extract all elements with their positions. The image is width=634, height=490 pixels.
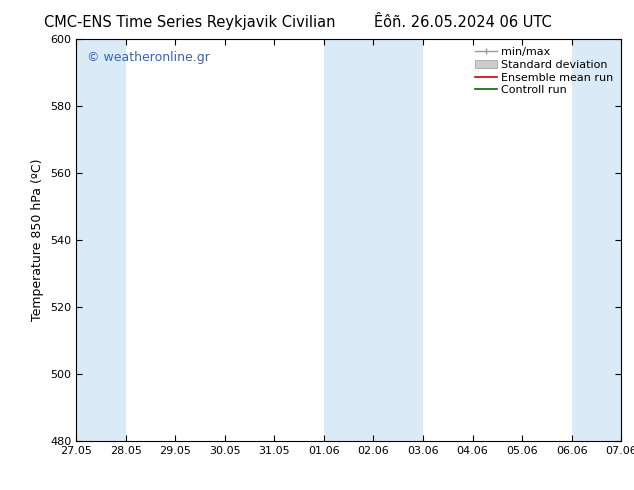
Bar	[572, 39, 634, 441]
Legend: min/max, Standard deviation, Ensemble mean run, Controll run: min/max, Standard deviation, Ensemble me…	[472, 45, 616, 98]
Text: CMC-ENS Time Series Reykjavik Civilian: CMC-ENS Time Series Reykjavik Civilian	[44, 15, 336, 30]
Bar	[324, 39, 423, 441]
Text: Êôñ. 26.05.2024 06 UTC: Êôñ. 26.05.2024 06 UTC	[374, 15, 552, 30]
Text: © weatheronline.gr: © weatheronline.gr	[87, 51, 210, 64]
Bar	[76, 39, 126, 441]
Y-axis label: Temperature 850 hPa (ºC): Temperature 850 hPa (ºC)	[32, 159, 44, 321]
